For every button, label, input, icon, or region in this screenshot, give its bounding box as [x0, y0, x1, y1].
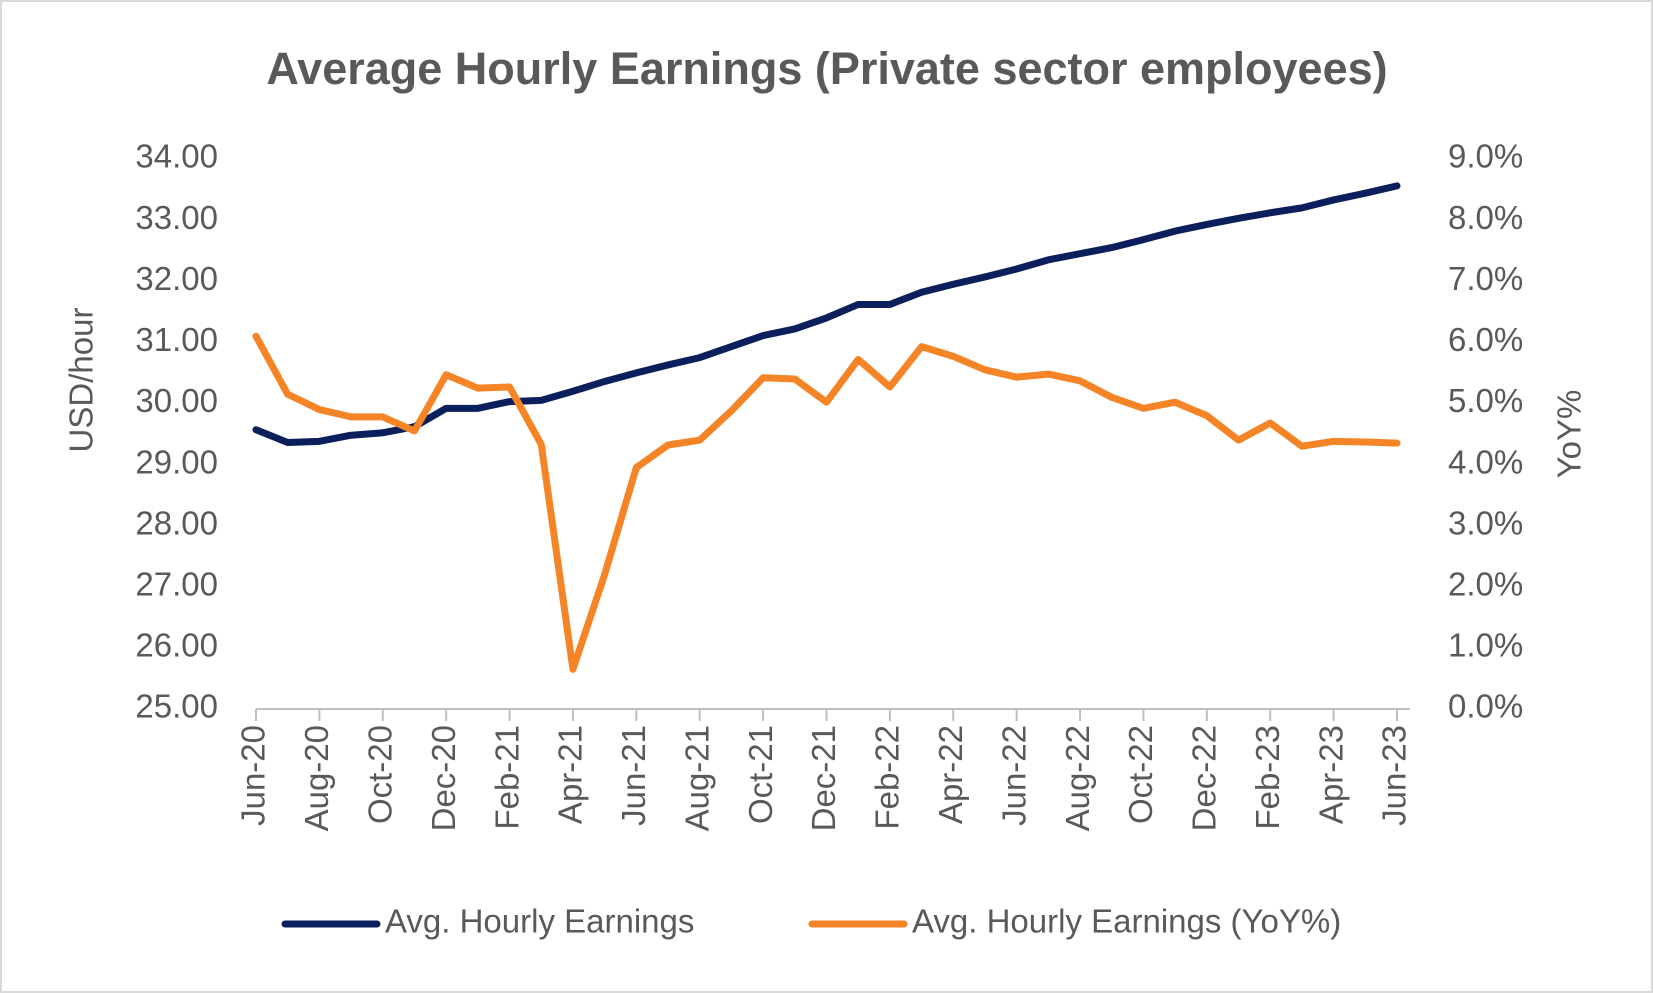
- x-tick-label: Oct-22: [1122, 725, 1159, 824]
- x-tick-label: Aug-22: [1059, 725, 1096, 831]
- series-line: [252, 182, 1401, 447]
- y2-tick-label: 6.0%: [1448, 321, 1523, 358]
- x-tick-label: Apr-23: [1312, 725, 1349, 824]
- y2-tick-label: 5.0%: [1448, 382, 1523, 419]
- x-tick-label: Apr-21: [552, 725, 589, 824]
- x-tick-label: Aug-20: [298, 725, 335, 831]
- y2-tick-label: 9.0%: [1448, 138, 1523, 175]
- y-tick-label: 27.00: [135, 565, 218, 602]
- y-tick-label: 25.00: [135, 688, 218, 725]
- x-tick-label: Oct-20: [361, 725, 398, 824]
- legend-label: Avg. Hourly Earnings: [385, 903, 694, 940]
- legend-label: Avg. Hourly Earnings (YoY%): [912, 903, 1341, 940]
- y-tick-label: 28.00: [135, 504, 218, 541]
- y2-tick-label: 2.0%: [1448, 565, 1523, 602]
- x-tick-label: Jun-22: [995, 725, 1032, 826]
- y-tick-label: 31.00: [135, 321, 218, 358]
- x-tick-label: Oct-21: [742, 725, 779, 824]
- y2-axis-label: YoY%: [1551, 390, 1588, 479]
- y-tick-label: 32.00: [135, 260, 218, 297]
- x-tick-label: Feb-23: [1249, 725, 1286, 830]
- x-tick-label: Jun-21: [615, 725, 652, 826]
- x-tick-label: Feb-21: [488, 725, 525, 830]
- chart-title: Average Hourly Earnings (Private sector …: [266, 43, 1387, 94]
- y2-tick-label: 1.0%: [1448, 627, 1523, 664]
- y2-tick-label: 7.0%: [1448, 260, 1523, 297]
- y-tick-label: 30.00: [135, 382, 218, 419]
- y-axis-label: USD/hour: [63, 308, 100, 453]
- y2-tick-label: 4.0%: [1448, 443, 1523, 480]
- x-tick-label: Feb-22: [869, 725, 906, 830]
- x-tick-label: Jun-23: [1376, 725, 1413, 826]
- y-tick-label: 34.00: [135, 138, 218, 175]
- x-tick-label: Apr-22: [932, 725, 969, 824]
- x-tick-label: Jun-20: [235, 725, 272, 826]
- y-tick-label: 29.00: [135, 443, 218, 480]
- x-tick-label: Dec-22: [1186, 725, 1223, 831]
- x-tick-label: Aug-21: [678, 725, 715, 831]
- y-tick-label: 26.00: [135, 627, 218, 664]
- y2-tick-label: 3.0%: [1448, 504, 1523, 541]
- x-tick-label: Dec-20: [425, 725, 462, 831]
- series-line: [252, 332, 1401, 673]
- x-tick-label: Dec-21: [805, 725, 842, 831]
- y2-tick-label: 0.0%: [1448, 688, 1523, 725]
- y2-tick-label: 8.0%: [1448, 199, 1523, 236]
- y-tick-label: 33.00: [135, 199, 218, 236]
